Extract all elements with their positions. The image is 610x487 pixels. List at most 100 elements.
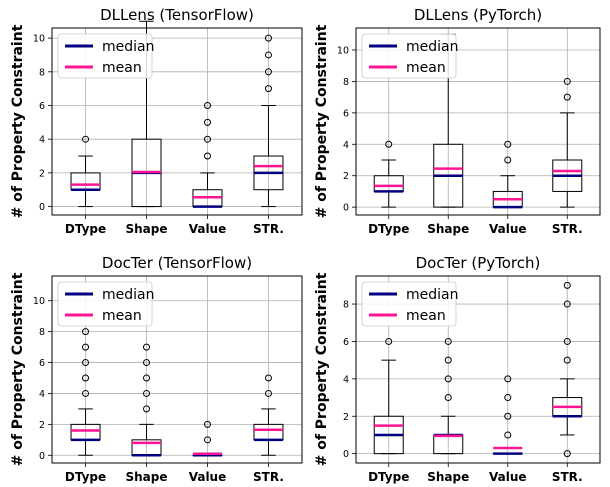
y-tick-label: 4	[343, 140, 349, 151]
outlier-point	[203, 101, 211, 109]
x-tick-label: Value	[489, 470, 527, 484]
outlier-point	[143, 359, 151, 367]
legend-label-median: median	[102, 287, 154, 303]
outlier-point	[444, 356, 452, 364]
y-tick-label: 10	[337, 46, 349, 57]
x-tick-label: Shape	[427, 470, 469, 484]
outlier-point	[143, 374, 151, 382]
box-dtype	[373, 337, 404, 455]
chart-title: DLLens (TensorFlow)	[100, 6, 254, 24]
outlier-point	[203, 135, 211, 143]
outlier-point	[264, 85, 272, 93]
y-tick-label: 10	[33, 296, 45, 307]
legend: median mean	[361, 33, 458, 79]
legend-label-mean: mean	[102, 60, 142, 76]
plot-frame	[51, 27, 303, 216]
y-tick-label: 4	[39, 135, 45, 146]
panel-docter-pytorch: 0 2 4 6 8 DType Shape Value STR. DocTer (PyTorch)…	[314, 254, 601, 484]
plot-frame	[355, 27, 601, 216]
x-tick-label: STR.	[552, 470, 583, 484]
y-tick-label: 6	[39, 101, 45, 112]
y-tick-label: 8	[39, 327, 45, 338]
box-dtype	[373, 140, 404, 208]
x-tick-label: Shape	[126, 222, 168, 236]
outlier-point	[444, 394, 452, 402]
y-tick-label: 0	[343, 203, 349, 214]
box-value	[192, 420, 223, 457]
x-tick-label: DType	[368, 470, 409, 484]
x-tick-label: Shape	[427, 222, 469, 236]
y-tick-label: 6	[39, 358, 45, 369]
y-tick-label: 2	[39, 420, 45, 431]
outlier-point	[563, 281, 571, 289]
legend-label-mean: mean	[406, 308, 446, 324]
box-dtype	[70, 135, 101, 208]
box-value	[492, 375, 523, 455]
y-tick-label: 6	[343, 337, 349, 348]
outlier-point	[563, 77, 571, 85]
outlier-point	[203, 436, 211, 444]
panel-dllens-tensorflow: 0 2 4 6 8 10 DType Shape Value STR. DLLens (Tensor…	[10, 6, 303, 236]
box-str	[253, 34, 284, 208]
panel-dllens-pytorch: 0 2 4 6 8 10 DType Shape Value STR. DLLens (PyTorc…	[314, 6, 601, 236]
x-tick-label: Value	[189, 222, 227, 236]
legend-label-median: median	[406, 287, 458, 303]
outlier-point	[264, 389, 272, 397]
outlier-point	[563, 337, 571, 345]
chart-title: DocTer (PyTorch)	[416, 254, 541, 272]
y-tick-label: 2	[343, 412, 349, 423]
plot-frame	[51, 275, 303, 464]
legend: median mean	[57, 281, 154, 327]
box-value	[192, 101, 223, 208]
outlier-point	[203, 420, 211, 428]
outlier-point	[444, 337, 452, 345]
plot-frame	[355, 275, 601, 464]
panel-docter-tensorflow: 0 2 4 6 8 10 DType Shape Value STR. DocTer (Tensor…	[10, 254, 303, 484]
y-tick-label: 2	[39, 168, 45, 179]
outlier-point	[504, 140, 512, 148]
legend: median mean	[361, 281, 458, 327]
x-tick-label: DType	[368, 222, 409, 236]
x-tick-label: Value	[489, 222, 527, 236]
box-dtype	[70, 328, 101, 456]
outlier-point	[385, 337, 393, 345]
outlier-point	[203, 118, 211, 126]
y-tick-label: 4	[343, 374, 349, 385]
outlier-point	[504, 412, 512, 420]
y-axis-label: # of Property Constraint	[10, 24, 26, 218]
y-tick-label: 8	[343, 77, 349, 88]
outlier-point	[264, 374, 272, 382]
outlier-point	[203, 152, 211, 160]
outlier-point	[563, 450, 571, 458]
outlier-point	[563, 93, 571, 101]
outlier-point	[82, 359, 90, 367]
outlier-point	[444, 375, 452, 383]
outlier-point	[143, 405, 151, 413]
y-axis-label: # of Property Constraint	[10, 272, 26, 466]
legend-label-mean: mean	[102, 308, 142, 324]
outlier-point	[82, 343, 90, 351]
x-tick-label: Shape	[126, 470, 168, 484]
x-tick-label: STR.	[253, 222, 284, 236]
x-tick-label: STR.	[253, 470, 284, 484]
y-tick-label: 4	[39, 389, 45, 400]
outlier-point	[82, 135, 90, 143]
outlier-point	[264, 34, 272, 42]
y-tick-label: 0	[39, 202, 45, 213]
x-tick-label: Value	[189, 470, 227, 484]
chart-title: DLLens (PyTorch)	[414, 6, 542, 24]
legend-label-mean: mean	[406, 60, 446, 76]
outlier-point	[143, 389, 151, 397]
x-tick-label: DType	[65, 222, 106, 236]
y-tick-label: 6	[343, 108, 349, 119]
outlier-point	[143, 343, 151, 351]
legend-label-median: median	[102, 39, 154, 55]
box-shape	[433, 33, 464, 208]
box-str	[552, 281, 583, 458]
legend: median mean	[57, 33, 154, 79]
outlier-point	[82, 328, 90, 336]
y-tick-label: 8	[39, 67, 45, 78]
outlier-point	[504, 156, 512, 164]
x-tick-label: DType	[65, 470, 106, 484]
